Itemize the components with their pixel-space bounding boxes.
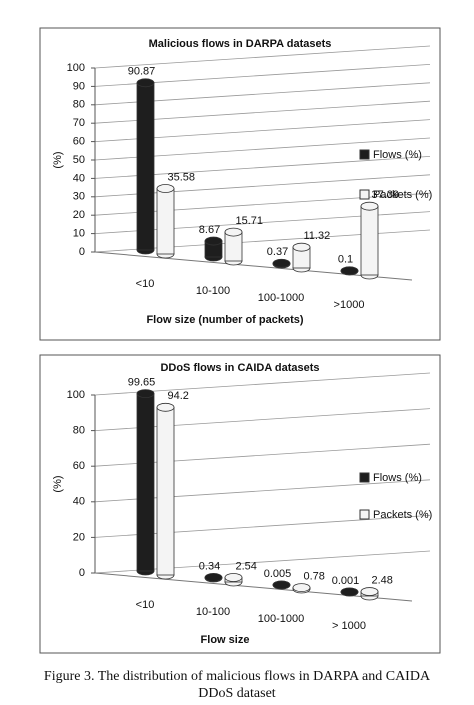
bar-cap bbox=[224, 573, 243, 582]
chart-title: DDoS flows in CAIDA datasets bbox=[160, 362, 319, 374]
chart-frame bbox=[39, 27, 441, 341]
y-tick-label: 40 bbox=[73, 172, 85, 184]
bar-cap bbox=[136, 389, 155, 399]
data-label: 15.71 bbox=[236, 215, 264, 227]
bar-cap bbox=[156, 184, 175, 193]
bar-cap bbox=[360, 201, 379, 211]
caption: Figure 3. The distribution of malicious … bbox=[0, 668, 474, 702]
data-label: 0.78 bbox=[304, 571, 325, 583]
bar-cap bbox=[136, 78, 155, 88]
legend-swatch bbox=[359, 149, 370, 160]
y-tick-label: 20 bbox=[73, 209, 85, 221]
chart-title: Malicious flows in DARPA datasets bbox=[149, 38, 332, 50]
x-tick-label: 10-100 bbox=[196, 606, 230, 618]
data-label: 99.65 bbox=[128, 377, 156, 389]
data-label: 90.87 bbox=[128, 66, 156, 78]
y-tick-label: 10 bbox=[73, 228, 85, 240]
x-tick-label: >1000 bbox=[334, 299, 365, 311]
y-axis-label: (%) bbox=[52, 151, 64, 168]
figure: Malicious flows in DARPA datasets (%) Flow… bbox=[39, 27, 441, 654]
x-tick-label: > 1000 bbox=[332, 620, 366, 632]
legend-label: Packets (%) bbox=[373, 189, 432, 201]
y-tick-label: 60 bbox=[73, 460, 85, 472]
bar bbox=[136, 393, 155, 572]
bar bbox=[360, 205, 379, 276]
y-tick-label: 100 bbox=[67, 62, 85, 74]
x-axis-label: Flow size bbox=[201, 634, 250, 646]
data-label: 0.37 bbox=[267, 246, 288, 258]
data-label: 2.54 bbox=[236, 560, 257, 572]
data-label: 37.39 bbox=[372, 189, 400, 201]
bar bbox=[156, 188, 175, 255]
bar-cap bbox=[156, 402, 175, 412]
data-label: 94.2 bbox=[168, 390, 189, 402]
data-label: 2.48 bbox=[372, 574, 393, 586]
y-tick-label: 20 bbox=[73, 531, 85, 543]
data-label: 0.005 bbox=[264, 568, 292, 580]
bar-cap bbox=[340, 587, 359, 597]
x-tick-label: 100-1000 bbox=[258, 613, 305, 625]
y-tick-label: 50 bbox=[73, 154, 85, 166]
bar-cap bbox=[204, 236, 223, 246]
data-label: 0.1 bbox=[338, 254, 353, 266]
data-label: 0.001 bbox=[332, 575, 360, 587]
y-tick-label: 80 bbox=[73, 99, 85, 111]
legend-swatch bbox=[359, 472, 370, 483]
legend-label: Flows (%) bbox=[373, 149, 422, 161]
x-tick-label: <10 bbox=[136, 599, 155, 611]
x-axis-label: Flow size (number of packets) bbox=[146, 314, 303, 326]
chart-frame bbox=[39, 354, 441, 654]
bar-cap bbox=[272, 580, 291, 590]
grid-line bbox=[94, 45, 431, 69]
y-tick-label: 100 bbox=[67, 389, 85, 401]
data-label: 0.34 bbox=[199, 560, 220, 572]
bar-cap bbox=[340, 266, 359, 276]
y-tick-label: 0 bbox=[79, 246, 85, 258]
bar-cap bbox=[224, 227, 243, 237]
floor-line bbox=[94, 251, 413, 281]
data-label: 35.58 bbox=[168, 171, 196, 183]
legend-swatch bbox=[359, 189, 370, 200]
bar-cap bbox=[272, 258, 291, 268]
legend-label: Flows (%) bbox=[373, 472, 422, 484]
y-tick-label: 0 bbox=[79, 567, 85, 579]
bar bbox=[156, 406, 175, 576]
y-tick-label: 40 bbox=[73, 496, 85, 508]
y-axis-label: (%) bbox=[52, 475, 64, 492]
x-tick-label: 100-1000 bbox=[258, 292, 305, 304]
y-tick-label: 90 bbox=[73, 80, 85, 92]
bar-cap bbox=[292, 583, 311, 593]
legend-label: Packets (%) bbox=[373, 509, 432, 521]
x-tick-label: <10 bbox=[136, 278, 155, 290]
bar-cap bbox=[292, 242, 311, 252]
caption-line: DDoS dataset bbox=[198, 686, 276, 701]
data-label: 8.67 bbox=[199, 224, 220, 236]
bar-cap bbox=[204, 572, 223, 582]
bar bbox=[136, 82, 155, 251]
data-label: 11.32 bbox=[304, 230, 331, 242]
bar-cap bbox=[360, 587, 379, 596]
floor-line bbox=[94, 572, 413, 602]
caption-line: Figure 3. The distribution of malicious … bbox=[43, 669, 431, 684]
y-tick-label: 70 bbox=[73, 117, 85, 129]
x-tick-label: 10-100 bbox=[196, 285, 230, 297]
y-tick-label: 60 bbox=[73, 136, 85, 148]
y-tick-label: 80 bbox=[73, 425, 85, 437]
legend-swatch bbox=[359, 509, 370, 520]
y-tick-label: 30 bbox=[73, 191, 85, 203]
